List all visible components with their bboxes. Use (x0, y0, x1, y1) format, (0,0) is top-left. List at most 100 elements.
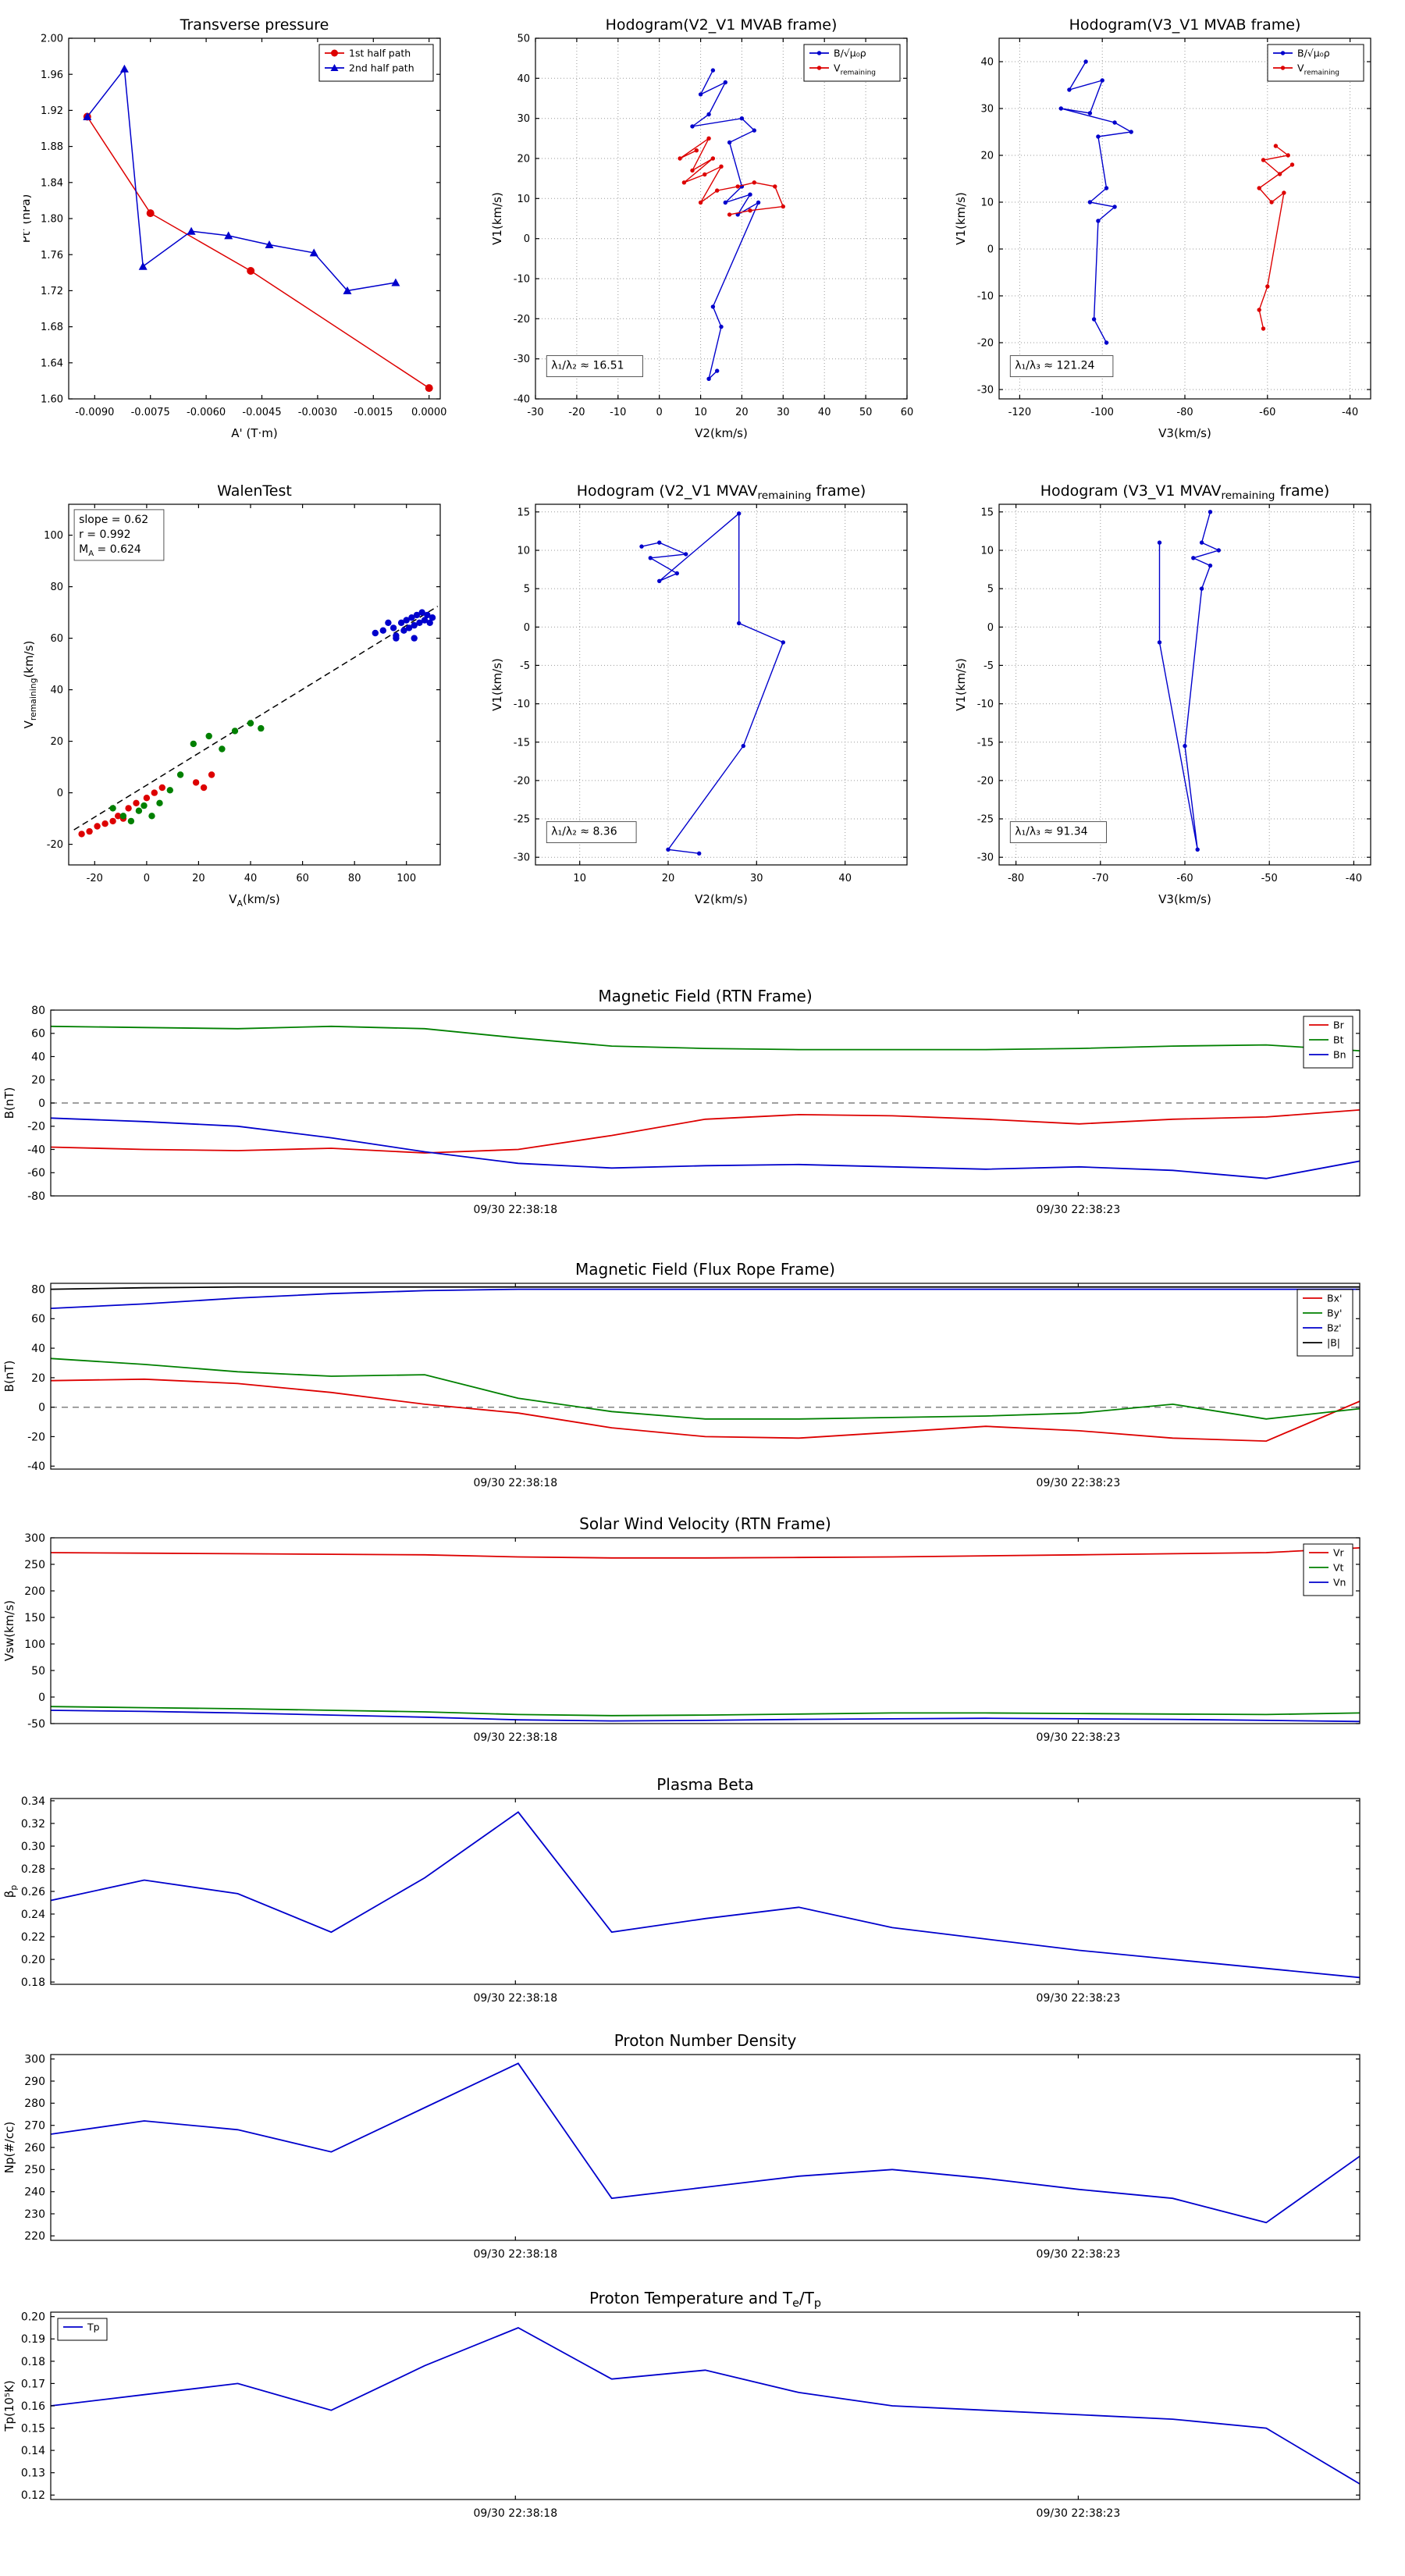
svg-text:λ₁/λ₃ ≈ 91.34: λ₁/λ₃ ≈ 91.34 (1015, 826, 1087, 838)
svg-text:B(nT): B(nT) (2, 1361, 16, 1393)
svg-text:10: 10 (517, 546, 530, 557)
svg-text:10: 10 (694, 407, 707, 418)
svg-text:-10: -10 (977, 291, 994, 303)
svg-text:Vn: Vn (1333, 1576, 1346, 1588)
svg-text:-120: -120 (1008, 407, 1032, 418)
svg-text:60: 60 (50, 633, 63, 645)
svg-text:09/30 22:38:23: 09/30 22:38:23 (1037, 1731, 1121, 1744)
svg-text:-50: -50 (27, 1718, 45, 1731)
svg-text:290: 290 (24, 2076, 45, 2088)
svg-text:slope = 0.62: slope = 0.62 (79, 514, 148, 526)
svg-text:0: 0 (38, 1402, 45, 1414)
svg-text:-20: -20 (568, 407, 585, 418)
svg-text:-20: -20 (977, 338, 994, 350)
chart-magnetic-field-fluxrope: 09/30 22:38:18 09/30 22:38:23 -40 -20 0 20 40 6… (0, 1258, 1405, 1507)
svg-text:300: 300 (24, 1532, 45, 1545)
svg-text:40: 40 (50, 685, 63, 696)
svg-text:240: 240 (24, 2186, 45, 2199)
svg-text:0: 0 (38, 1692, 45, 1704)
svg-text:1st half path: 1st half path (349, 47, 411, 59)
svg-text:-20: -20 (87, 873, 103, 884)
svg-text:20: 20 (980, 151, 994, 162)
svg-text:-0.0045: -0.0045 (242, 407, 281, 418)
svg-text:Proton Number Density: Proton Number Density (614, 2031, 797, 2050)
svg-text:10: 10 (573, 873, 586, 884)
svg-text:30: 30 (980, 104, 994, 116)
svg-text:15: 15 (517, 507, 530, 518)
svg-text:-15: -15 (977, 737, 994, 749)
svg-text:Tp(10⁵K): Tp(10⁵K) (2, 2380, 16, 2432)
svg-text:0: 0 (524, 233, 530, 245)
svg-text:Vremaining(km/s): Vremaining(km/s) (23, 641, 38, 729)
svg-text:09/30 22:38:23: 09/30 22:38:23 (1037, 1992, 1121, 2005)
svg-text:-10: -10 (514, 699, 530, 710)
svg-text:V1(km/s): V1(km/s) (954, 192, 968, 245)
svg-text:40: 40 (244, 873, 258, 884)
svg-text:80: 80 (31, 1005, 45, 1017)
svg-text:-40: -40 (514, 394, 530, 406)
svg-text:V2(km/s): V2(km/s) (695, 892, 748, 906)
svg-text:0: 0 (987, 244, 994, 256)
svg-text:-40: -40 (27, 1144, 45, 1156)
svg-text:VA(km/s): VA(km/s) (229, 892, 280, 909)
svg-text:0.20: 0.20 (21, 1954, 45, 1966)
svg-text:-70: -70 (1092, 873, 1108, 884)
svg-text:50: 50 (517, 34, 530, 45)
svg-text:βp: βp (2, 1885, 19, 1898)
svg-text:0.30: 0.30 (21, 1841, 45, 1853)
svg-text:Pt' (nPa): Pt' (nPa) (23, 194, 33, 244)
svg-text:-0.0030: -0.0030 (298, 407, 337, 418)
svg-text:λ₁/λ₃ ≈ 121.24: λ₁/λ₃ ≈ 121.24 (1015, 360, 1094, 372)
svg-text:0.17: 0.17 (21, 2378, 45, 2390)
svg-text:-60: -60 (1259, 407, 1275, 418)
svg-text:B/√μ₀ρ: B/√μ₀ρ (834, 47, 866, 59)
svg-text:1.80: 1.80 (41, 214, 63, 226)
svg-text:40: 40 (838, 873, 852, 884)
svg-text:Proton Temperature and Te/Tp: Proton Temperature and Te/Tp (589, 2289, 821, 2310)
svg-text:0.0000: 0.0000 (411, 407, 447, 418)
svg-text:A' (T·m): A' (T·m) (231, 426, 277, 440)
svg-text:Bn: Bn (1333, 1048, 1346, 1060)
svg-text:20: 20 (50, 736, 63, 748)
svg-text:r = 0.992: r = 0.992 (79, 528, 130, 541)
svg-text:-5: -5 (520, 660, 530, 672)
svg-text:09/30 22:38:18: 09/30 22:38:18 (473, 1477, 557, 1489)
svg-text:60: 60 (296, 873, 309, 884)
svg-text:0.34: 0.34 (21, 1795, 45, 1808)
svg-text:40: 40 (818, 407, 831, 418)
svg-text:0.26: 0.26 (21, 1886, 45, 1898)
svg-text:0.32: 0.32 (21, 1818, 45, 1831)
svg-text:270: 270 (24, 2120, 45, 2133)
svg-text:40: 40 (31, 1051, 45, 1063)
svg-text:Vsw(km/s): Vsw(km/s) (2, 1600, 16, 1661)
svg-text:Magnetic Field (RTN Frame): Magnetic Field (RTN Frame) (598, 987, 812, 1005)
svg-text:Vr: Vr (1333, 1546, 1345, 1558)
svg-text:20: 20 (31, 1372, 45, 1385)
chart-hodogram-v3v1-mvav-remaining: -80 -70 -60 -50 -40 -30 -25 -20 -15 -10 -5 0 5 10 15 Ho… (954, 478, 1383, 915)
svg-text:-25: -25 (977, 814, 994, 826)
svg-text:10: 10 (980, 546, 994, 557)
svg-text:1.76: 1.76 (41, 250, 63, 262)
svg-text:-20: -20 (514, 314, 530, 326)
svg-text:-0.0090: -0.0090 (75, 407, 114, 418)
svg-text:220: 220 (24, 2230, 45, 2243)
svg-text:2.00: 2.00 (41, 34, 63, 45)
svg-text:300: 300 (24, 2054, 45, 2066)
chart-solar-wind-velocity: 09/30 22:38:18 09/30 22:38:23 -50 0 50 100 150… (0, 1513, 1405, 1761)
svg-text:250: 250 (24, 2164, 45, 2176)
svg-text:50: 50 (31, 1665, 45, 1678)
svg-text:1.68: 1.68 (41, 322, 63, 333)
svg-text:V1(km/s): V1(km/s) (954, 658, 968, 711)
svg-text:-0.0060: -0.0060 (187, 407, 226, 418)
svg-text:10: 10 (980, 197, 994, 209)
svg-text:V2(km/s): V2(km/s) (695, 426, 748, 440)
svg-text:Magnetic Field (Flux Rope Fram: Magnetic Field (Flux Rope Frame) (575, 1260, 835, 1279)
svg-text:λ₁/λ₂ ≈ 8.36: λ₁/λ₂ ≈ 8.36 (551, 826, 617, 838)
svg-text:09/30 22:38:18: 09/30 22:38:18 (473, 1204, 557, 1216)
svg-text:-80: -80 (1176, 407, 1193, 418)
svg-text:Br: Br (1333, 1019, 1345, 1030)
chart-proton-temperature: 09/30 22:38:18 09/30 22:38:23 0.12 0.13 0.14… (0, 2287, 1405, 2545)
svg-text:WalenTest: WalenTest (217, 482, 292, 500)
svg-text:09/30 22:38:18: 09/30 22:38:18 (473, 2248, 557, 2261)
